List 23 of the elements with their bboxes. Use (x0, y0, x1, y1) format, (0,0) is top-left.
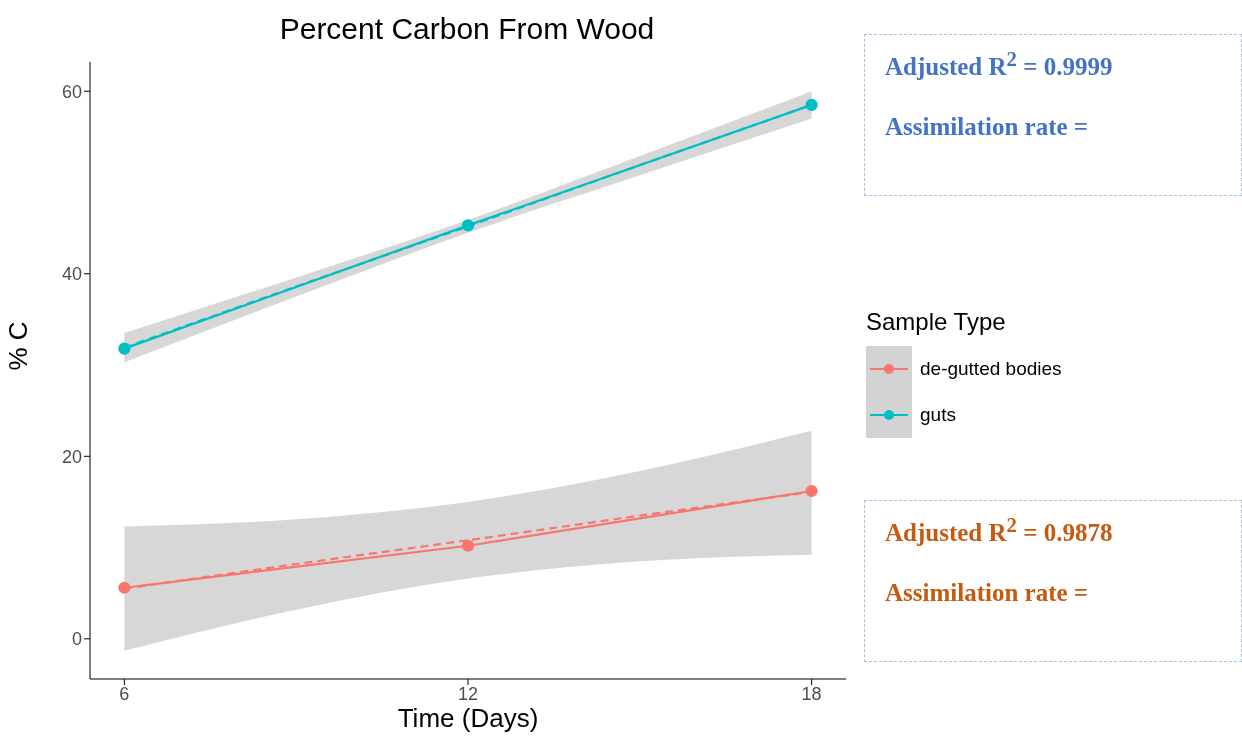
text: Assimilation rate = (885, 579, 1090, 608)
y-tick-label: 20 (61, 446, 82, 467)
y-tick-label: 60 (61, 81, 82, 102)
x-tick-label: 12 (457, 683, 479, 704)
point (805, 484, 818, 498)
point (805, 98, 818, 111)
point (118, 581, 131, 594)
legend-label: guts (920, 404, 956, 426)
point (461, 539, 475, 552)
y-tick-label: 0 (71, 629, 82, 650)
x-axis-title: Time (Days) (397, 703, 539, 734)
text: Assimilation rate = (885, 113, 1090, 142)
legend-label: de-gutted bodies (920, 358, 1062, 380)
y-axis-title: % C (3, 321, 34, 371)
point (118, 342, 131, 355)
text: Adjusted R$^{2}$ = 0.9878 (885, 513, 1114, 548)
x-tick-label: 6 (119, 683, 130, 704)
point (461, 219, 475, 232)
text: Adjusted R$^{2}$ = 0.9999 (885, 47, 1114, 82)
chart-title: Percent Carbon From Wood (278, 12, 656, 46)
y-tick-label: 40 (61, 264, 82, 285)
legend-title: Sample Type (866, 308, 1007, 336)
x-tick-label: 18 (801, 683, 822, 704)
